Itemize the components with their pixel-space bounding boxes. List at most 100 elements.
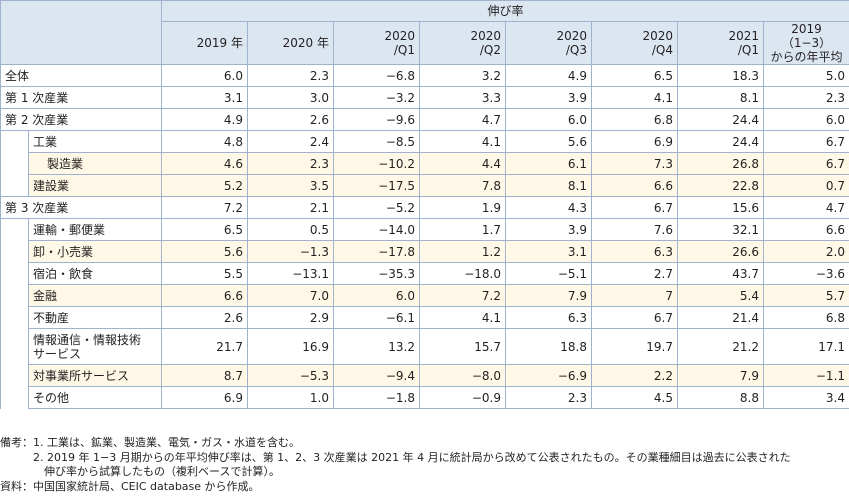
note-line: 資料：中国国家統計局、CEIC database から作成。: [0, 479, 260, 493]
indent-cell: [0, 152, 29, 175]
indent-cell: [0, 306, 29, 329]
value-cell: 6.7: [762, 152, 849, 175]
value-cell: 6.6: [762, 218, 849, 241]
value-cell: −35.3: [333, 262, 420, 285]
value-cell: 43.7: [677, 262, 764, 285]
value-cell: 24.4: [677, 130, 764, 153]
value-cell: 6.5: [591, 64, 678, 87]
value-cell: 7.3: [591, 152, 678, 175]
row-label: 第 3 次産業: [0, 196, 162, 219]
value-cell: 6.7: [591, 196, 678, 219]
indent-cell: [0, 386, 29, 409]
value-cell: 6.5: [161, 218, 248, 241]
value-cell: 3.4: [762, 386, 849, 409]
value-cell: −1.8: [333, 386, 420, 409]
value-cell: −3.6: [762, 262, 849, 285]
row-label: 対事業所サービス: [28, 364, 162, 387]
indent-cell: [0, 328, 29, 365]
value-cell: 2.2: [591, 364, 678, 387]
value-cell: 6.1: [505, 152, 592, 175]
value-cell: 6.9: [161, 386, 248, 409]
table-row: 全体 6.0 2.3 −6.8 3.2 4.9 6.5 18.3 5.0: [0, 64, 849, 87]
value-cell: 6.0: [505, 108, 592, 131]
value-cell: −13.1: [247, 262, 334, 285]
table-row: その他 6.9 1.0 −1.8 −0.9 2.3 4.5 8.8 3.4: [0, 386, 849, 409]
value-cell: 16.9: [247, 328, 334, 365]
value-cell: 21.7: [161, 328, 248, 365]
value-cell: 3.9: [505, 86, 592, 109]
value-cell: −5.2: [333, 196, 420, 219]
column-header: 2020 /Q3: [505, 21, 592, 65]
row-label: 金融: [28, 284, 162, 307]
value-cell: −17.5: [333, 174, 420, 197]
value-cell: 3.0: [247, 86, 334, 109]
value-cell: 15.7: [419, 328, 506, 365]
column-header: 2019（1−3） からの年平均: [762, 21, 849, 65]
value-cell: 6.0: [762, 108, 849, 131]
value-cell: −6.8: [333, 64, 420, 87]
value-cell: 2.6: [161, 306, 248, 329]
value-cell: 2.7: [591, 262, 678, 285]
value-cell: 2.0: [762, 240, 849, 263]
value-cell: 6.9: [591, 130, 678, 153]
value-cell: 2.6: [247, 108, 334, 131]
row-label: 運輸・郵便業: [28, 218, 162, 241]
value-cell: −8.5: [333, 130, 420, 153]
column-header: 2020 /Q2: [419, 21, 506, 65]
value-cell: 1.7: [419, 218, 506, 241]
value-cell: 3.3: [419, 86, 506, 109]
row-label: 情報通信・情報技術 サービス: [28, 328, 162, 365]
row-label: 宿泊・飲食: [28, 262, 162, 285]
value-cell: −18.0: [419, 262, 506, 285]
value-cell: 3.2: [419, 64, 506, 87]
table-row: 工業 4.8 2.4 −8.5 4.1 5.6 6.9 24.4 6.7: [0, 130, 849, 153]
row-label: 不動産: [28, 306, 162, 329]
value-cell: 21.2: [677, 328, 764, 365]
value-cell: 5.2: [161, 174, 248, 197]
value-cell: 26.8: [677, 152, 764, 175]
value-cell: 7.8: [419, 174, 506, 197]
table-row: 第 1 次産業 3.1 3.0 −3.2 3.3 3.9 4.1 8.1 2.3: [0, 86, 849, 109]
indent-cell: [0, 364, 29, 387]
value-cell: 19.7: [591, 328, 678, 365]
row-label: 製造業: [28, 152, 162, 175]
value-cell: 4.5: [591, 386, 678, 409]
value-cell: 6.0: [333, 284, 420, 307]
indent-cell: [0, 284, 29, 307]
value-cell: 18.8: [505, 328, 592, 365]
value-cell: 6.7: [591, 306, 678, 329]
row-label: 第 2 次産業: [0, 108, 162, 131]
value-cell: 4.7: [762, 196, 849, 219]
value-cell: −14.0: [333, 218, 420, 241]
value-cell: 8.1: [505, 174, 592, 197]
value-cell: 21.4: [677, 306, 764, 329]
value-cell: −5.3: [247, 364, 334, 387]
value-cell: 3.1: [161, 86, 248, 109]
value-cell: −1.3: [247, 240, 334, 263]
growth-rate-table: 伸び率 2019 年 2020 年 2020 /Q1 2020 /Q2 2020 /Q3…: [0, 0, 849, 409]
table-row: 第 2 次産業 4.9 2.6 −9.6 4.7 6.0 6.8 24.4 6.0: [0, 108, 849, 131]
value-cell: 5.7: [762, 284, 849, 307]
column-header: 2021 /Q1: [677, 21, 764, 65]
value-cell: 5.5: [161, 262, 248, 285]
table-row: 対事業所サービス 8.7 −5.3 −9.4 −8.0 −6.9 2.2 7.9 −1.1: [0, 364, 849, 387]
note-line: 2. 2019 年 1−3 月期からの年平均伸び率は、第 1、2、3 次産業は …: [0, 450, 791, 464]
value-cell: 32.1: [677, 218, 764, 241]
value-cell: 4.6: [161, 152, 248, 175]
value-cell: 4.9: [505, 64, 592, 87]
value-cell: 4.1: [419, 130, 506, 153]
row-label: 第 1 次産業: [0, 86, 162, 109]
growth-rate-header: 伸び率: [160, 0, 849, 22]
value-cell: 13.2: [333, 328, 420, 365]
column-header: 2020 年: [247, 21, 334, 65]
row-label: その他: [28, 386, 162, 409]
note-line: 備考：1. 工業は、鉱業、製造業、電気・ガス・水道を含む。: [0, 436, 300, 449]
value-cell: −0.9: [419, 386, 506, 409]
value-cell: 2.3: [247, 152, 334, 175]
value-cell: 4.1: [591, 86, 678, 109]
value-cell: 1.9: [419, 196, 506, 219]
value-cell: −9.4: [333, 364, 420, 387]
table-row: 金融 6.6 7.0 6.0 7.2 7.9 7 5.4 5.7: [0, 284, 849, 307]
table-row: 建設業 5.2 3.5 −17.5 7.8 8.1 6.6 22.8 0.7: [0, 174, 849, 197]
table-row: 不動産 2.6 2.9 −6.1 4.1 6.3 6.7 21.4 6.8: [0, 306, 849, 329]
